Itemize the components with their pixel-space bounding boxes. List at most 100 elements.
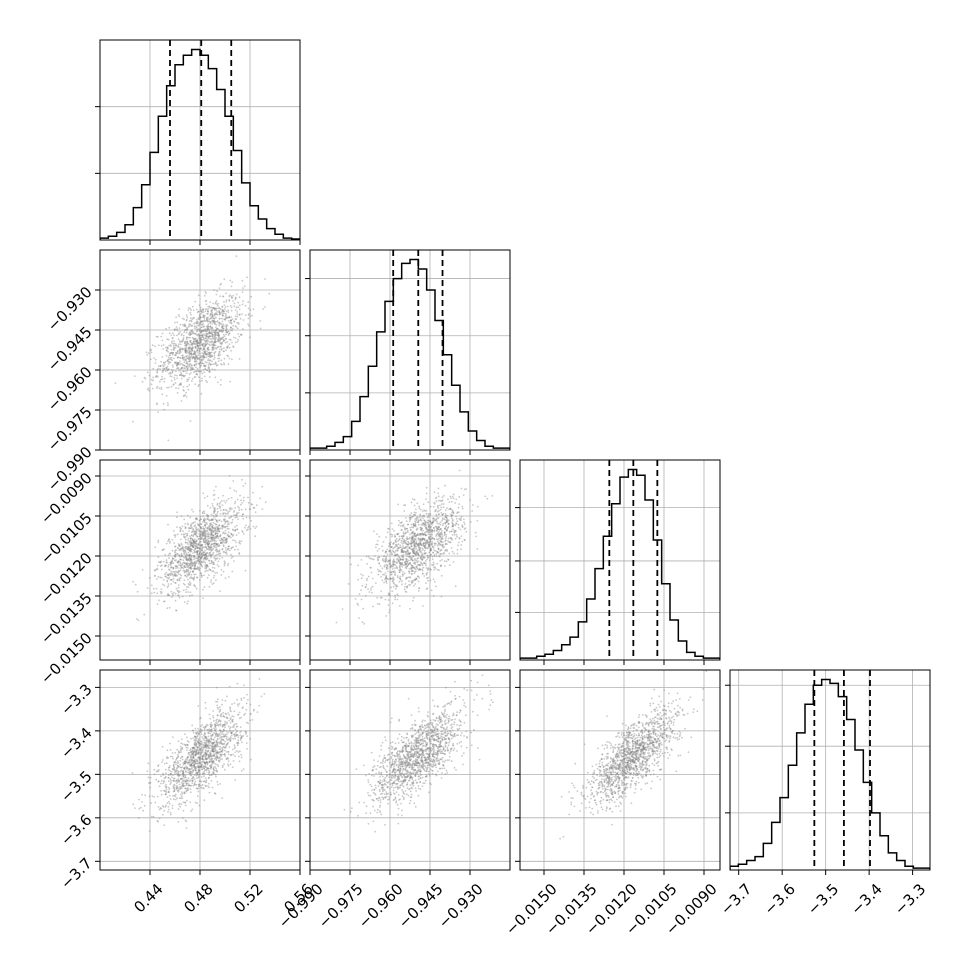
scatter-point	[172, 767, 175, 770]
scatter-point	[429, 568, 431, 570]
scatter-point	[215, 548, 218, 551]
scatter-point	[205, 337, 207, 340]
scatter-point	[206, 558, 208, 561]
scatter-point	[413, 514, 416, 517]
scatter-point	[219, 724, 222, 727]
scatter-point	[408, 516, 411, 519]
scatter-point	[200, 540, 202, 543]
scatter-point	[212, 742, 215, 744]
scatter-point	[211, 525, 214, 528]
scatter-point	[169, 579, 172, 581]
scatter-point	[197, 317, 200, 319]
scatter-point	[419, 534, 422, 537]
scatter-point	[423, 546, 426, 549]
scatter-point	[160, 378, 163, 381]
scatter-point	[167, 593, 169, 595]
scatter-point	[402, 523, 405, 526]
scatter-point	[382, 555, 385, 558]
scatter-point	[399, 569, 402, 571]
scatter-point	[236, 703, 239, 706]
scatter-point	[174, 344, 177, 347]
scatter-point	[220, 311, 223, 314]
scatter-point	[434, 510, 436, 513]
scatter-point	[205, 751, 207, 754]
scatter-point	[219, 507, 221, 509]
scatter-point	[218, 311, 221, 314]
scatter-point	[207, 532, 210, 534]
scatter-point	[166, 360, 169, 362]
scatter-point	[197, 347, 199, 350]
scatter-point	[220, 739, 223, 742]
scatter-point	[365, 583, 368, 586]
scatter-point	[165, 571, 168, 574]
scatter-point	[236, 322, 239, 324]
scatter-point	[171, 593, 174, 595]
scatter-point	[229, 517, 232, 519]
scatter-point	[188, 554, 191, 557]
scatter-point	[191, 356, 194, 359]
scatter-point	[387, 592, 390, 595]
scatter-point	[213, 333, 216, 336]
scatter-point	[205, 335, 208, 338]
scatter-point	[243, 285, 246, 288]
scatter-point	[211, 311, 214, 314]
scatter-point	[191, 348, 193, 350]
scatter-point	[418, 587, 421, 590]
scatter-point	[166, 402, 169, 404]
scatter-point	[192, 563, 195, 566]
scatter-point	[414, 561, 417, 564]
scatter-point	[398, 556, 401, 559]
scatter-point	[161, 364, 164, 366]
scatter-point	[413, 538, 416, 540]
scatter-point	[424, 522, 427, 525]
scatter-point	[385, 582, 388, 584]
scatter-point	[220, 574, 223, 576]
scatter-point	[428, 525, 430, 527]
scatter-point	[186, 532, 189, 535]
scatter-point	[381, 579, 384, 582]
scatter-point	[169, 553, 172, 555]
scatter-point	[193, 340, 196, 343]
scatter-point	[424, 527, 427, 529]
scatter-point	[192, 539, 194, 541]
scatter-point	[397, 524, 400, 527]
scatter-point	[206, 542, 209, 544]
scatter-point	[234, 751, 237, 753]
scatter-point	[246, 528, 249, 531]
scatter-point	[203, 334, 206, 337]
scatter-point	[209, 569, 212, 572]
scatter-point	[463, 528, 466, 530]
scatter-point	[220, 525, 223, 528]
scatter-point	[205, 328, 208, 331]
scatter-point	[182, 770, 184, 773]
scatter-point	[192, 777, 194, 780]
scatter-point	[209, 554, 212, 557]
scatter-point	[167, 808, 170, 811]
scatter-point	[201, 556, 203, 558]
scatter-point	[356, 602, 359, 605]
scatter-point	[189, 343, 191, 346]
scatter-point	[198, 328, 201, 331]
scatter-point	[440, 500, 443, 503]
scatter-point	[189, 560, 191, 563]
scatter-point	[198, 314, 201, 317]
scatter-point	[184, 776, 187, 779]
scatter-point	[198, 519, 201, 522]
scatter-point	[186, 767, 189, 769]
scatter-point	[156, 578, 158, 580]
scatter-point	[216, 526, 218, 528]
scatter-point	[475, 535, 478, 538]
scatter-point	[358, 593, 361, 596]
scatter-point	[426, 542, 429, 545]
scatter-point	[195, 526, 198, 528]
scatter-point	[199, 536, 202, 539]
scatter-point	[423, 556, 426, 559]
scatter-point	[177, 361, 180, 364]
scatter-point	[167, 523, 169, 526]
scatter-point	[461, 540, 464, 543]
scatter-point	[188, 357, 191, 360]
scatter-point	[402, 535, 405, 538]
scatter-point	[198, 748, 201, 751]
scatter-point	[217, 335, 220, 338]
scatter-point	[374, 555, 376, 557]
